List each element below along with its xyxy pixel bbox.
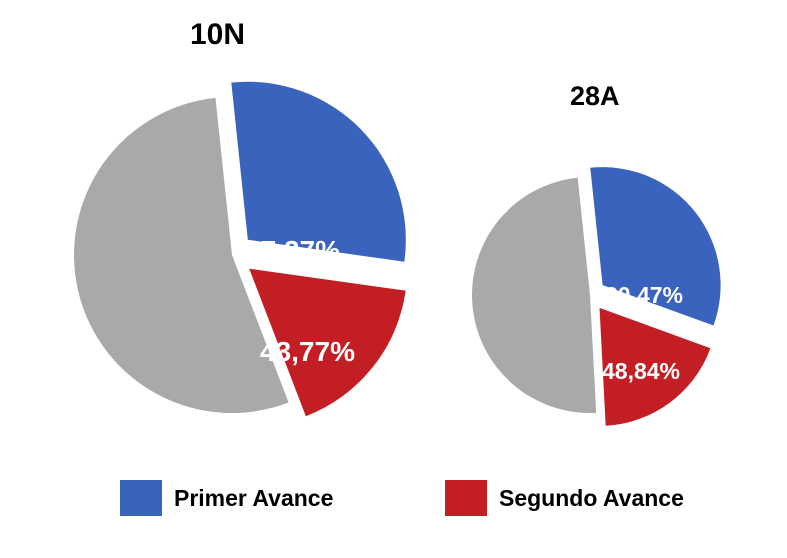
legend-segundo: Segundo Avance	[445, 480, 684, 516]
legend-label-segundo: Segundo Avance	[499, 485, 684, 512]
legend-primer: Primer Avance	[120, 480, 333, 516]
chart-title-28a: 28A	[570, 81, 620, 112]
slice-chart-28a-grey	[472, 178, 596, 413]
label-10n-blue: 27,27%	[245, 235, 340, 267]
legend-swatch-blue	[120, 480, 162, 516]
chart-title-10n: 10N	[190, 18, 245, 52]
pie-28a	[432, 137, 748, 453]
pie-10n	[34, 57, 430, 453]
label-28a-blue: 30,47%	[605, 282, 683, 309]
legend-swatch-red	[445, 480, 487, 516]
label-10n-red: 43,77%	[260, 336, 355, 368]
chart-stage: 10N 27,27% 43,77% 28A 30,47% 48,84% Prim…	[0, 0, 787, 558]
label-28a-red: 48,84%	[602, 358, 680, 385]
legend-label-primer: Primer Avance	[174, 485, 333, 512]
